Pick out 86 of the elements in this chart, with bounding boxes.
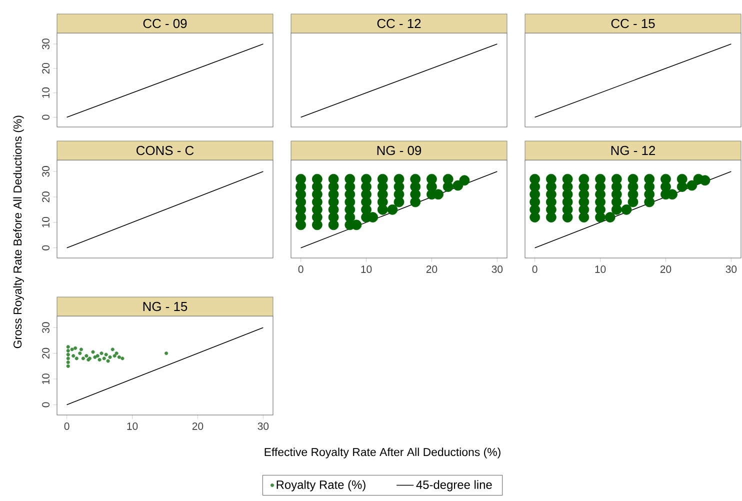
point — [72, 354, 76, 358]
chart-title: NG - 09 — [377, 146, 422, 156]
x-tick-label: 20 — [660, 266, 672, 273]
point — [74, 346, 78, 350]
point — [91, 350, 95, 354]
point — [546, 212, 556, 222]
point — [644, 196, 655, 208]
y-tick-label: 30 — [42, 166, 50, 177]
y-tick-label: 20 — [42, 192, 50, 202]
point — [117, 355, 121, 359]
point — [595, 212, 606, 222]
x-tick-label: 20 — [192, 422, 204, 430]
point — [120, 356, 124, 360]
chart-title: CONS - C — [136, 146, 194, 156]
point — [66, 356, 70, 360]
chart-title: NG - 12 — [611, 146, 656, 156]
point — [611, 204, 622, 215]
x-tick-label: 10 — [127, 422, 138, 430]
point — [104, 352, 108, 356]
x-tick-label: 30 — [726, 266, 737, 273]
point — [578, 212, 590, 222]
point — [66, 348, 70, 353]
point — [410, 196, 421, 208]
y-tick-label: 30 — [42, 322, 50, 333]
point — [686, 180, 698, 191]
x-tick-label: 0 — [64, 422, 70, 430]
y-tick-label: 0 — [42, 114, 50, 120]
point — [394, 196, 404, 208]
point — [312, 220, 322, 230]
point — [296, 220, 306, 230]
point — [79, 348, 84, 352]
y-tick-label: 10 — [42, 216, 50, 228]
chart-title: CC - 15 — [611, 18, 655, 28]
point — [621, 204, 632, 215]
x-tick-label: 0 — [532, 266, 538, 273]
x-tick-label: 20 — [426, 266, 438, 273]
point — [66, 360, 70, 364]
point — [700, 175, 710, 186]
point — [81, 356, 85, 360]
chart-title: CC - 09 — [143, 18, 187, 28]
x-tick-label: 30 — [492, 266, 503, 273]
x-tick-label: 10 — [361, 266, 372, 273]
x-tick-label: 10 — [595, 266, 606, 273]
y-tick-label: 0 — [42, 245, 50, 250]
point — [66, 345, 70, 349]
chart-title: CC - 12 — [377, 18, 421, 28]
legend-label: 45-degree line — [416, 480, 492, 492]
point — [676, 182, 688, 192]
point — [442, 182, 454, 192]
y-tick-label: 20 — [42, 348, 50, 359]
point — [93, 355, 97, 359]
point — [452, 180, 464, 191]
point — [102, 356, 106, 360]
point — [562, 212, 573, 222]
y-tick-label: 10 — [42, 87, 50, 98]
point — [530, 212, 540, 222]
point — [66, 364, 70, 368]
point — [66, 352, 70, 356]
y-tick-label: 20 — [42, 62, 50, 74]
point — [100, 351, 104, 356]
y-tick-label: 10 — [42, 374, 50, 384]
x-tick-label: 30 — [258, 422, 269, 430]
point — [74, 356, 78, 360]
point — [110, 348, 114, 352]
point — [98, 358, 102, 362]
point — [328, 220, 339, 230]
point — [84, 354, 88, 358]
point — [112, 354, 116, 358]
x-axis-title: Effective Royalty Rate After All Deductions (%) — [264, 448, 500, 458]
point — [78, 351, 82, 356]
point — [96, 354, 100, 358]
point — [377, 204, 388, 215]
legend-label: Royalty Rate (%) — [276, 480, 366, 492]
chart-title: NG - 15 — [143, 302, 188, 312]
point — [114, 351, 118, 356]
point — [628, 196, 638, 208]
point — [106, 359, 110, 363]
point — [604, 212, 616, 222]
y-tick-label: 0 — [42, 402, 50, 408]
x-tick-label: 0 — [298, 266, 304, 273]
point — [70, 348, 74, 352]
y-axis-title: Gross Royalty Rate Before All Deductions (%) — [13, 116, 24, 348]
point — [164, 351, 168, 356]
y-tick-label: 30 — [42, 38, 50, 50]
point — [108, 355, 112, 359]
point — [387, 204, 398, 215]
